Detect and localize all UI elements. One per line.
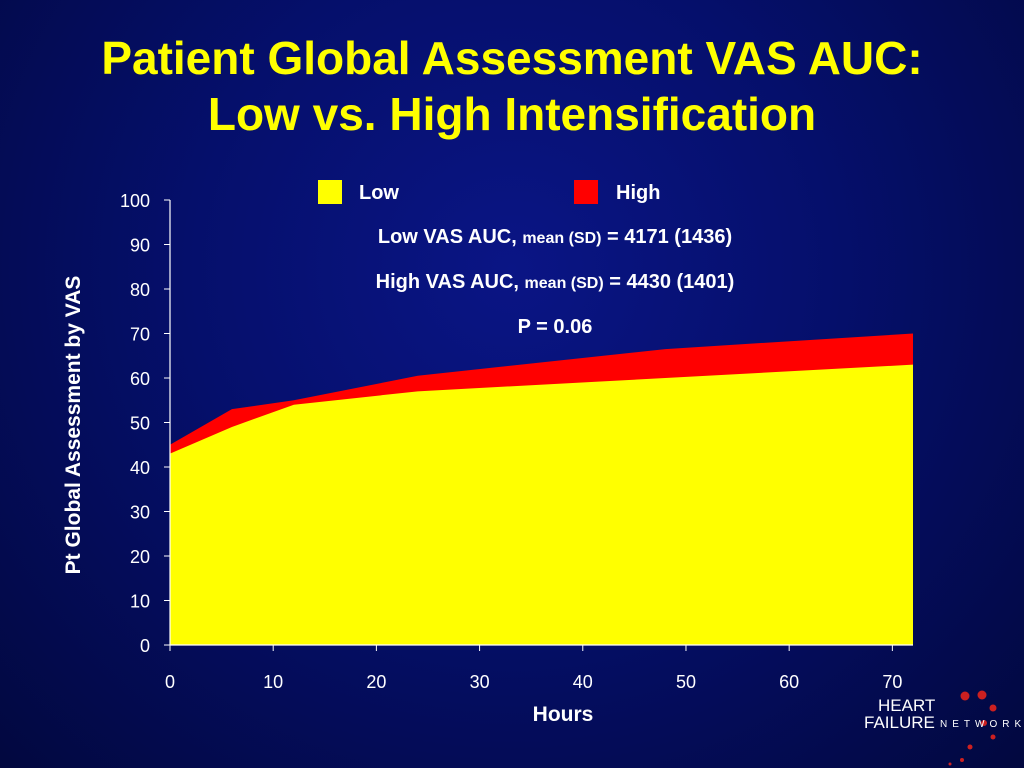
annotation-line: Low VAS AUC, mean (SD) = 4171 (1436)	[378, 226, 732, 248]
logo-failure: FAILURE	[864, 713, 935, 732]
x-axis-title: Hours	[533, 703, 594, 726]
x-tick-label: 60	[779, 672, 799, 692]
y-tick-label: 30	[130, 503, 150, 523]
y-tick-label: 0	[140, 636, 150, 656]
y-axis-title: Pt Global Assessment by VAS	[62, 276, 85, 575]
y-tick-label: 60	[130, 369, 150, 389]
x-tick-label: 50	[676, 672, 696, 692]
title-line-1: Patient Global Assessment VAS AUC:	[101, 32, 923, 84]
y-tick-label: 80	[130, 280, 150, 300]
y-tick-label: 20	[130, 547, 150, 567]
x-tick-label: 40	[573, 672, 593, 692]
legend-label-low: Low	[359, 182, 399, 204]
slide-title: Patient Global Assessment VAS AUC: Low v…	[0, 30, 1024, 142]
y-tick-label: 50	[130, 414, 150, 434]
chart-annotations: Low VAS AUC, mean (SD) = 4171 (1436) High…	[376, 226, 735, 338]
x-tick-label: 10	[263, 672, 283, 692]
annotation-line: P = 0.06	[518, 316, 593, 338]
heart-failure-network-logo: HEART FAILURE NETWORK	[864, 690, 1024, 766]
annotation-line: High VAS AUC, mean (SD) = 4430 (1401)	[376, 271, 735, 293]
y-tick-label: 10	[130, 592, 150, 612]
logo-dots-icon	[948, 690, 997, 766]
chart-areas	[170, 333, 913, 645]
legend-swatch-high	[574, 180, 598, 204]
legend-swatch-low	[318, 180, 342, 204]
logo-heart: HEART	[878, 696, 935, 715]
x-tick-label: 20	[366, 672, 386, 692]
y-tick-label: 100	[120, 191, 150, 211]
y-tick-label: 90	[130, 236, 150, 256]
y-tick-label: 70	[130, 325, 150, 345]
logo-network: NETWORK	[940, 719, 1024, 730]
x-tick-label: 70	[882, 672, 902, 692]
chart-axes: 0 10 20 30 40 50 60 70 80 90 100 0 10 20 30 40 50 60 70 Hou…	[62, 191, 913, 726]
y-tick-label: 40	[130, 458, 150, 478]
chart-legend: Low High	[318, 180, 660, 204]
x-tick-label: 30	[470, 672, 490, 692]
legend-label-high: High	[616, 182, 660, 204]
area-low	[170, 364, 913, 645]
title-line-2: Low vs. High Intensification	[207, 88, 817, 140]
x-tick-label: 0	[165, 672, 175, 692]
